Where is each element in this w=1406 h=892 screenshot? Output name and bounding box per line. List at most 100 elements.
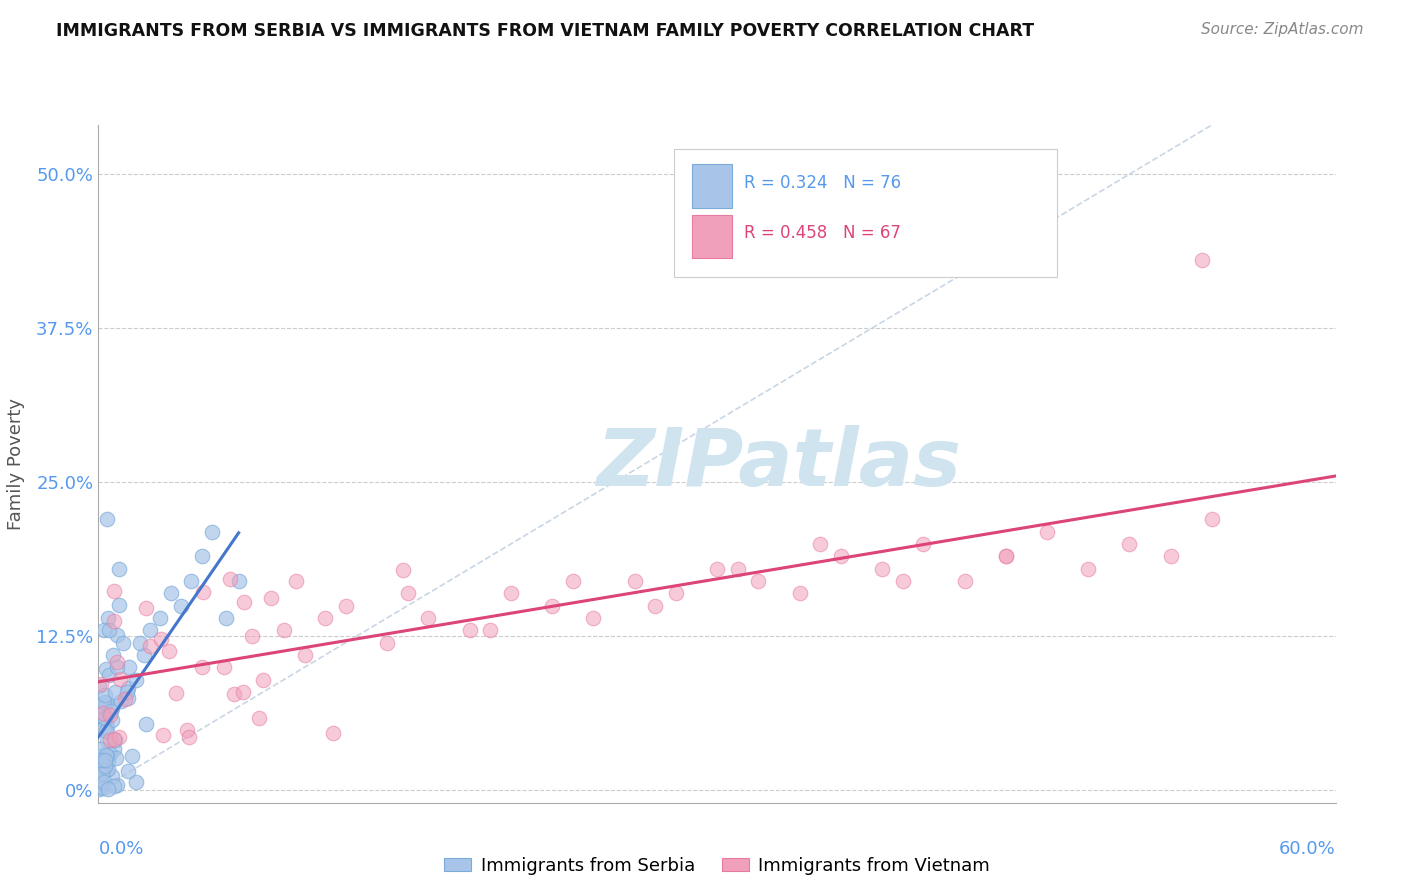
Point [93, 774, 115, 789]
Point [91, 763, 114, 777]
Point [117, 690, 139, 705]
Text: R = 0.458   N = 67: R = 0.458 N = 67 [744, 225, 901, 243]
Point [93, 695, 115, 709]
Point [96, 733, 118, 747]
Point [1201, 512, 1223, 526]
Point [294, 648, 316, 662]
Point [89, 780, 111, 795]
Point [98, 732, 121, 747]
Point [215, 611, 238, 625]
Point [104, 685, 127, 699]
Point [97, 762, 120, 776]
Point [1191, 253, 1213, 268]
Point [94, 714, 117, 729]
Point [100, 714, 122, 728]
Point [479, 624, 502, 638]
Point [117, 764, 139, 778]
Point [314, 611, 336, 625]
Point [90, 775, 112, 789]
Point [89, 679, 111, 693]
Point [104, 732, 127, 747]
Point [285, 574, 308, 589]
Point [108, 561, 131, 575]
Point [135, 601, 157, 615]
Text: R = 0.324   N = 76: R = 0.324 N = 76 [744, 174, 901, 192]
Point [91, 747, 114, 762]
Point [112, 635, 135, 649]
Point [104, 750, 127, 764]
Point [89, 773, 111, 788]
Point [157, 643, 180, 657]
Point [644, 599, 666, 613]
Point [232, 595, 254, 609]
Point [747, 574, 769, 588]
Point [260, 591, 283, 605]
Point [418, 611, 440, 625]
Point [458, 624, 481, 638]
Point [808, 537, 831, 551]
Point [138, 640, 160, 654]
Point [396, 586, 419, 600]
Point [97, 754, 120, 768]
Point [108, 730, 131, 744]
Point [121, 749, 143, 764]
Point [97, 611, 120, 625]
Point [152, 728, 174, 742]
Point [94, 759, 117, 773]
Legend: Immigrants from Serbia, Immigrants from Vietnam: Immigrants from Serbia, Immigrants from … [437, 849, 997, 882]
Point [96, 749, 118, 764]
Point [201, 524, 224, 539]
Point [90, 677, 112, 691]
Point [101, 648, 124, 662]
Point [392, 563, 415, 577]
Point [103, 780, 125, 794]
Point [165, 685, 187, 699]
Point [105, 660, 128, 674]
Point [219, 572, 242, 586]
Point [98, 708, 121, 723]
Point [224, 687, 246, 701]
Point [91, 765, 114, 780]
Point [110, 694, 132, 708]
Point [124, 673, 146, 687]
Point [93, 721, 115, 735]
Point [103, 742, 125, 756]
Point [190, 549, 212, 564]
Point [124, 775, 146, 789]
Point [499, 586, 522, 600]
Point [94, 753, 117, 767]
Point [1160, 549, 1182, 564]
Point [105, 655, 128, 669]
Point [994, 549, 1017, 564]
Point [96, 695, 118, 709]
Point [912, 537, 935, 551]
Point [375, 635, 398, 649]
Point [228, 574, 250, 588]
Point [706, 561, 728, 575]
Point [242, 629, 264, 643]
Point [94, 763, 117, 777]
Point [105, 778, 128, 792]
Point [541, 599, 564, 613]
Point [101, 769, 124, 783]
Point [1077, 561, 1099, 575]
Point [97, 782, 120, 797]
Point [322, 726, 344, 740]
Point [107, 598, 129, 612]
Point [100, 704, 122, 718]
Point [623, 574, 645, 588]
Point [96, 662, 118, 676]
FancyBboxPatch shape [692, 215, 733, 259]
Point [149, 611, 172, 625]
Point [232, 685, 254, 699]
Point [665, 586, 688, 600]
Text: Source: ZipAtlas.com: Source: ZipAtlas.com [1201, 22, 1364, 37]
Point [118, 660, 141, 674]
Point [94, 747, 117, 762]
Point [1036, 524, 1059, 539]
FancyBboxPatch shape [673, 149, 1057, 277]
Point [159, 586, 181, 600]
Point [139, 624, 162, 638]
Point [103, 732, 125, 747]
Point [114, 692, 136, 706]
